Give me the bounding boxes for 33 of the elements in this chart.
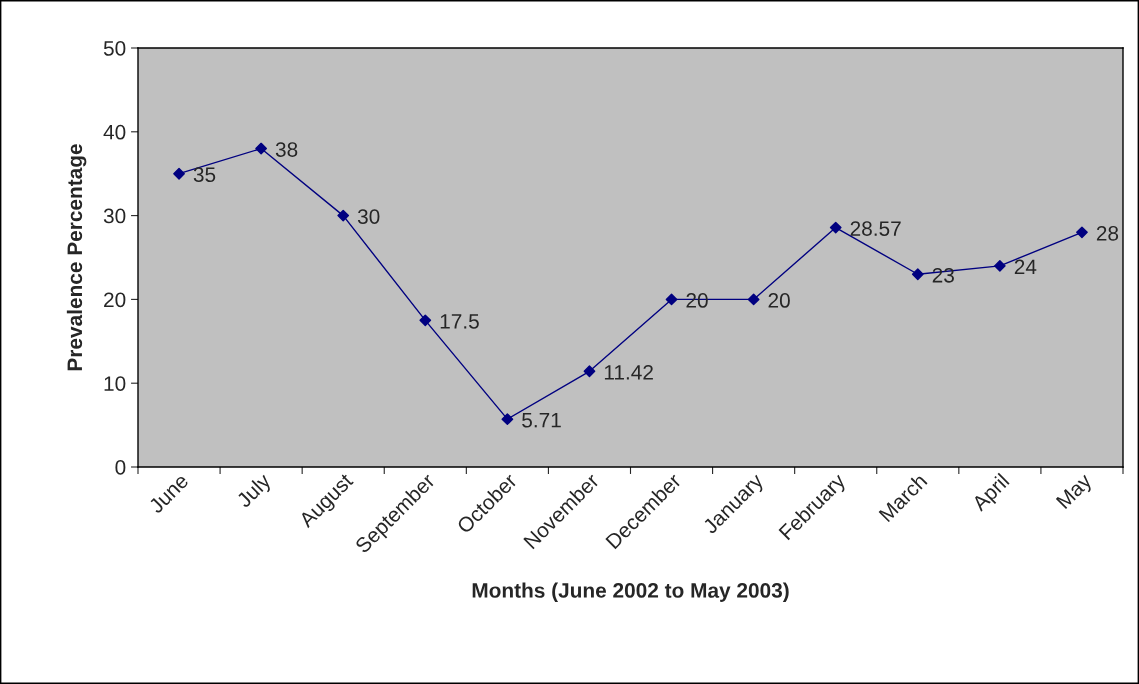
point [747,293,760,306]
x-tick-label: May [1055,472,1096,513]
data-label: 38 [275,142,298,157]
y-tick-label: 0 [115,460,126,475]
data-label: 17.5 [440,314,479,329]
data-label: 23 [932,267,954,283]
point [255,142,268,155]
point [501,413,514,426]
data-label: 24 [1014,259,1037,275]
x-axis-title: Months (June 2002 to May 2003) [472,582,789,602]
data-label: 28.57 [850,221,901,236]
data-label: 28 [1096,225,1119,241]
point [173,167,185,180]
point [419,314,432,327]
data-label: 30 [357,209,380,224]
point [911,268,924,281]
point [1076,226,1088,239]
x-tick-label: July [235,471,275,512]
point [993,259,1006,272]
y-tick-label: 10 [104,376,126,391]
point [829,221,842,234]
data-label: 35 [193,167,216,183]
y-tick-label: 30 [103,208,126,224]
point [337,209,350,222]
data-label: 11.42 [604,364,653,380]
data-label: 5.71 [522,412,561,428]
point [665,293,678,306]
y-tick-label: 50 [103,41,126,56]
point [583,365,596,378]
y-axis-title: Prevalence Percentage [66,144,87,371]
y-tick-label: 40 [103,124,126,140]
y-tick-label: 20 [104,292,126,308]
data-label: 20 [768,293,790,308]
